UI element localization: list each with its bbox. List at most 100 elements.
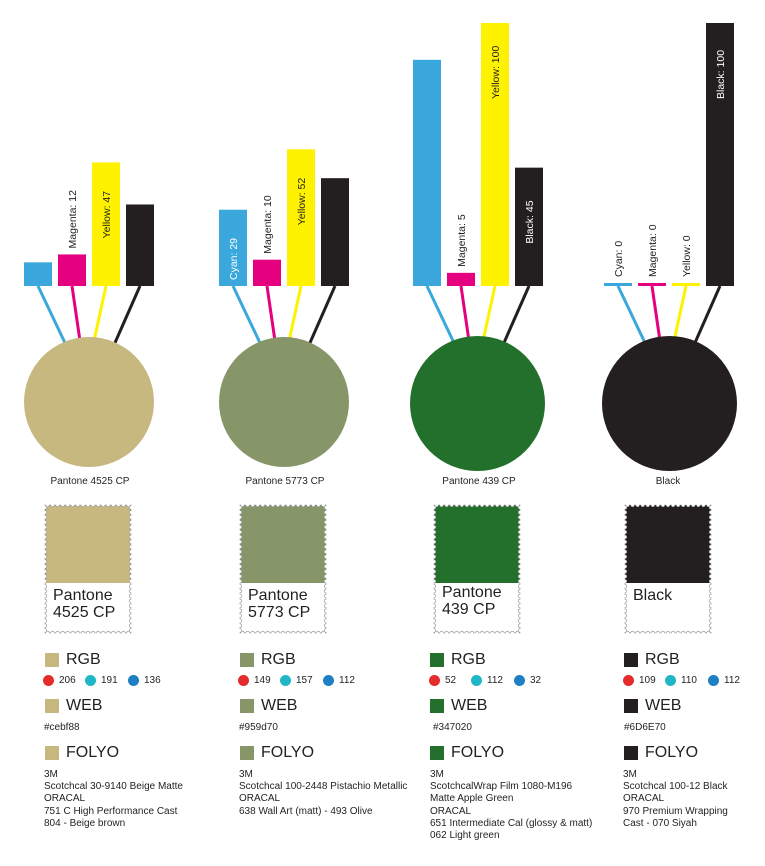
- stamp-label: Pantone 4525 CP: [53, 587, 116, 621]
- folyo-line: ORACAL: [239, 793, 281, 805]
- stamp-swatch: Pantone 5773 CP: [239, 504, 327, 634]
- stamp-border: [433, 504, 521, 634]
- stamp-border: [624, 504, 712, 634]
- folyo-line: ORACAL: [44, 793, 86, 805]
- bar-label-black: Black: 45: [524, 200, 536, 243]
- folyo-line: 062 Light green: [430, 830, 500, 842]
- color-square-icon: [624, 746, 638, 760]
- connector-line-cyan: [36, 285, 68, 346]
- bar-black: [515, 167, 543, 286]
- bar-label-magenta: Magenta: 12: [67, 190, 79, 249]
- color-square-icon: [430, 653, 444, 667]
- stamp-label: Black: [633, 587, 673, 604]
- bar-label-yellow: Yellow: 0: [681, 235, 693, 277]
- rgb-green-value: 112: [487, 675, 503, 686]
- folyo-list: 3M ScotchcalWrap Film 1080-M196 Matte Ap…: [430, 769, 610, 842]
- color-square-icon: [240, 746, 254, 760]
- color-square-icon: [430, 699, 444, 713]
- color-circle: [219, 337, 349, 467]
- blue-dot-icon: [323, 675, 334, 686]
- connector-line-black: [692, 285, 722, 346]
- bar-cyan: [604, 283, 632, 286]
- color-name: Pantone 5773 CP: [245, 476, 325, 487]
- color-square-icon: [240, 653, 254, 667]
- swatch-column-2: Magenta: 5 Yellow: 100 Black: 45 Pantone 4…: [409, 0, 599, 866]
- connector-line-cyan: [616, 285, 648, 346]
- folyo-list: 3M Scotchcal 100-12 Black ORACAL 970 Pre…: [623, 769, 765, 830]
- bar-label-yellow: Yellow: 52: [296, 178, 308, 226]
- red-dot-icon: [43, 675, 54, 686]
- cmyk-chart: Magenta: 5 Yellow: 100 Black: 45: [413, 23, 543, 346]
- red-dot-icon: [623, 675, 634, 686]
- green-dot-icon: [280, 675, 291, 686]
- swatch-column-0: Magenta: 12 Yellow: 47 Pantone 4525 CP Pa…: [20, 0, 210, 866]
- color-name: Pantone 439 CP: [442, 476, 516, 487]
- bar-label-cyan: Cyan: 0: [613, 241, 625, 277]
- stamp-color-fill: [240, 505, 326, 583]
- folyo-list: 3M Scotchcal 30-9140 Beige Matte ORACAL …: [44, 769, 224, 830]
- cmyk-chart: Cyan: 29 Magenta: 10 Yellow: 52: [219, 149, 349, 346]
- rgb-blue-value: 112: [339, 675, 355, 686]
- folyo-line: 3M: [239, 769, 253, 780]
- folyo-line: Cast - 070 Siyah: [623, 817, 697, 829]
- red-dot-icon: [429, 675, 440, 686]
- rgb-green-value: 157: [296, 675, 313, 686]
- bar-label-magenta: Magenta: 0: [647, 224, 659, 277]
- folyo-line: 804 - Beige brown: [44, 817, 126, 829]
- rgb-blue-value: 136: [144, 675, 161, 686]
- rgb-blue-value: 112: [724, 675, 740, 686]
- bar-black: [126, 204, 154, 286]
- bar-label-magenta: Magenta: 10: [262, 195, 274, 254]
- folyo-line: 970 Premium Wrapping: [623, 805, 728, 817]
- connector-line-yellow: [481, 285, 497, 342]
- folyo-line: ScotchcalWrap Film 1080-M196: [430, 781, 573, 793]
- bar-magenta: [253, 259, 281, 286]
- folyo-line: 638 Wall Art (matt) - 493 Olive: [239, 805, 373, 817]
- connector-line-black: [112, 285, 142, 346]
- color-square-icon: [240, 699, 254, 713]
- stamp-color-fill: [625, 505, 711, 583]
- folyo-line: Matte Apple Green: [430, 793, 514, 805]
- folyo-line: Scotchcal 100-12 Black: [623, 781, 728, 793]
- rgb-red-value: 206: [59, 675, 76, 686]
- folyo-line: ORACAL: [430, 805, 472, 817]
- connector-line-yellow: [92, 285, 108, 342]
- green-dot-icon: [85, 675, 96, 686]
- stamp-border: [44, 504, 132, 634]
- bar-label-black: Black: 100: [715, 50, 727, 99]
- connector-line-black: [307, 285, 337, 346]
- bar-yellow: [481, 23, 509, 286]
- bar-cyan: [24, 262, 52, 286]
- folyo-line: Scotchcal 30-9140 Beige Matte: [44, 781, 183, 793]
- web-hex-value: #6D6E70: [624, 722, 666, 733]
- bar-black: [706, 23, 734, 286]
- stamp-swatch: Black: [624, 504, 712, 634]
- folyo-line: 3M: [623, 769, 637, 780]
- folyo-list: 3M Scotchcal 100-2448 Pistachio Metallic…: [239, 769, 419, 818]
- stamp-label: Pantone 5773 CP: [248, 587, 311, 621]
- folyo-line: Scotchcal 100-2448 Pistachio Metallic: [239, 781, 408, 793]
- rgb-red-value: 52: [445, 675, 457, 686]
- connector-line-black: [501, 285, 531, 346]
- color-square-icon: [624, 699, 638, 713]
- web-hex-value: #959d70: [239, 722, 278, 733]
- folyo-line: 3M: [430, 769, 444, 780]
- bar-label-magenta: Magenta: 5: [456, 214, 468, 267]
- stamp-swatch: Pantone 439 CP: [433, 504, 521, 634]
- bar-magenta: [447, 272, 475, 286]
- bar-black: [321, 178, 349, 286]
- folyo-line: 751 C High Performance Cast: [44, 805, 178, 817]
- rgb-blue-value: 32: [530, 675, 542, 686]
- bar-magenta: [638, 283, 666, 286]
- blue-dot-icon: [514, 675, 525, 686]
- connector-line-yellow: [287, 285, 303, 342]
- stamp-border: [239, 504, 327, 634]
- rgb-red-value: 109: [639, 675, 656, 686]
- connector-line-magenta: [459, 285, 471, 342]
- green-dot-icon: [665, 675, 676, 686]
- color-circle: [410, 336, 545, 471]
- color-circle: [24, 337, 154, 467]
- color-square-icon: [624, 653, 638, 667]
- color-name: Black: [655, 476, 681, 487]
- stamp-label: Pantone 439 CP: [442, 584, 502, 618]
